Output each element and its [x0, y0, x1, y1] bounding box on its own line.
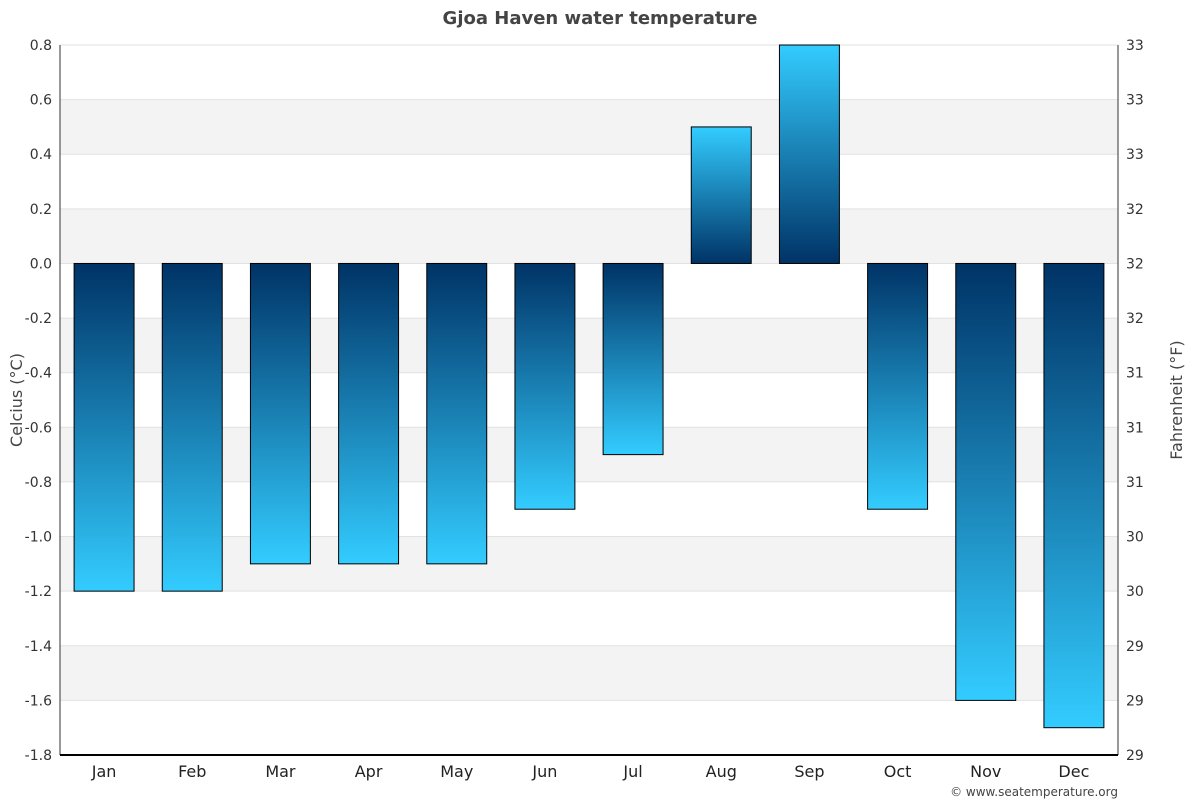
y-tick-label: -0.6	[25, 420, 52, 436]
y-tick-label: -1.2	[25, 584, 52, 600]
grid-band	[60, 318, 1118, 373]
y2-tick-label: 32	[1126, 202, 1144, 218]
chart-title: Gjoa Haven water temperature	[443, 8, 758, 29]
y-tick-label: -1.4	[25, 639, 52, 655]
grid-bands	[60, 99, 1118, 701]
grid-band	[60, 645, 1118, 701]
x-tick-label: Apr	[355, 762, 383, 781]
y2-tick-label: 31	[1126, 420, 1144, 436]
bar-jun	[514, 262, 576, 510]
x-tick-label: Mar	[265, 762, 296, 781]
bars	[73, 44, 1105, 729]
grid-band	[60, 536, 1118, 592]
y-tick-label: -0.8	[25, 475, 52, 491]
axes	[59, 45, 1119, 756]
y2-tick-label: 31	[1126, 475, 1144, 491]
y2-axis-label: Fahrenheit (°F)	[1167, 340, 1186, 459]
y-axis-label: Celcius (°C)	[7, 353, 26, 447]
y2-tick-label: 33	[1126, 93, 1144, 109]
y-tick-labels: 0.8 0.6 0.4 0.2 0.0 -0.2 -0.4 -0.6 -0.8 -1.0 -1.2 -…	[25, 38, 52, 764]
bar-oct	[867, 262, 929, 510]
y-tick-label: 0.2	[30, 202, 52, 218]
y2-tick-labels: 33 33 33 32 32 32 31 31 31 30 30 29 29 29	[1126, 38, 1144, 764]
bar-jul	[602, 262, 664, 456]
x-tick-label: Sep	[794, 762, 824, 781]
y2-tick-label: 29	[1126, 639, 1144, 655]
x-tick-label: Feb	[178, 762, 206, 781]
y-tick-label: -0.2	[25, 311, 52, 327]
y-tick-label: -1.8	[25, 748, 52, 764]
y-tick-label: -0.4	[25, 366, 52, 382]
x-tick-label: Jun	[531, 762, 557, 781]
x-tick-label: Jul	[622, 762, 642, 781]
x-tick-label: Jan	[91, 762, 117, 781]
y2-tick-label: 31	[1126, 366, 1144, 382]
y2-tick-label: 30	[1126, 584, 1144, 600]
bar-aug	[690, 126, 752, 264]
bar-nov	[955, 262, 1017, 701]
y-tick-label: 0.6	[30, 93, 52, 109]
y2-tick-label: 33	[1126, 38, 1144, 54]
bar-feb	[161, 262, 223, 592]
grid-band	[60, 99, 1118, 155]
y-tick-label: 0.4	[30, 147, 52, 163]
y-tick-label: -1.0	[25, 530, 52, 546]
x-tick-label: Nov	[970, 762, 1001, 781]
y-tick-label: 0.8	[30, 38, 52, 54]
x-tick-label: May	[440, 762, 473, 781]
bar-may	[426, 262, 488, 565]
y2-tick-label: 30	[1126, 530, 1144, 546]
y2-tick-label: 29	[1126, 693, 1144, 709]
bar-sep	[778, 44, 840, 264]
x-tick-label: Dec	[1058, 762, 1089, 781]
y-tick-label: -1.6	[25, 693, 52, 709]
bar-apr	[338, 262, 400, 565]
bar-dec	[1043, 262, 1105, 729]
y-tick-label: 0.0	[30, 256, 52, 272]
grid-band	[60, 427, 1118, 482]
x-tick-label: Oct	[884, 762, 912, 781]
x-tick-labels: Jan Feb Mar Apr May Jun Jul Aug Sep Oct Nov Dec	[91, 762, 1090, 781]
y2-tick-label: 29	[1126, 748, 1144, 764]
gridlines	[60, 44, 1118, 756]
y2-tick-label: 32	[1126, 256, 1144, 272]
y2-tick-label: 33	[1126, 147, 1144, 163]
y2-tick-label: 32	[1126, 311, 1144, 327]
bar-jan	[73, 262, 135, 592]
credit-text: © www.seatemperature.org	[950, 785, 1118, 799]
grid-band	[60, 208, 1118, 264]
x-tick-label: Aug	[706, 762, 737, 781]
bar-mar	[249, 262, 311, 565]
